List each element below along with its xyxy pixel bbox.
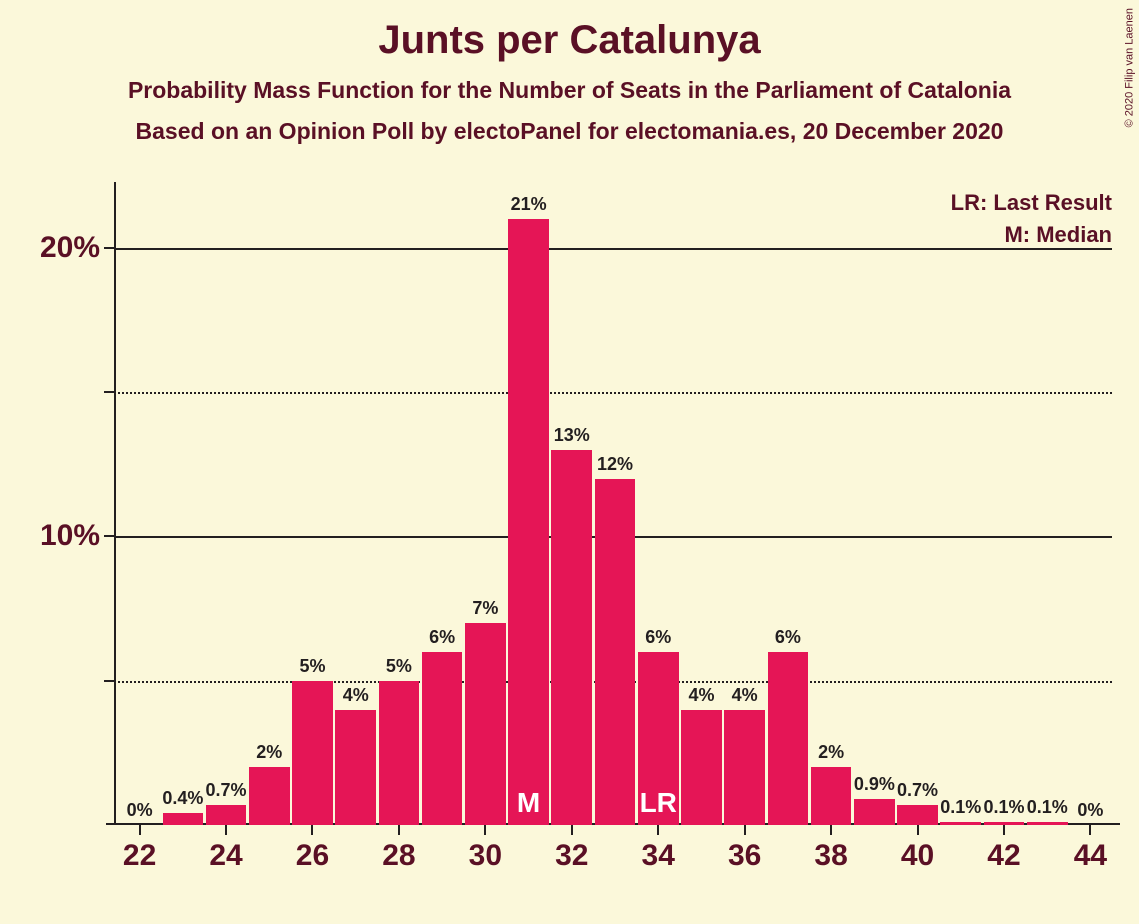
bar: 13% — [551, 450, 592, 825]
bar-value-label: 6% — [429, 627, 455, 652]
x-tick-mark — [830, 825, 832, 835]
y-axis-label: 20% — [40, 231, 114, 265]
bar-value-label: 6% — [775, 627, 801, 652]
bar-slot: 0.7%40 — [896, 190, 939, 825]
bar: 2% — [811, 767, 852, 825]
bar-slot: 0.7%24 — [204, 190, 247, 825]
bar: 4% — [724, 710, 765, 825]
y-tick-mark — [104, 391, 114, 393]
bar: 6% — [422, 652, 463, 825]
bar: 2% — [249, 767, 290, 825]
bar-value-label: 4% — [343, 685, 369, 710]
bar-slot: 4% — [334, 190, 377, 825]
bar-value-label: 0.4% — [162, 788, 203, 813]
bar-value-label: 12% — [597, 454, 633, 479]
bar: 0.7% — [897, 805, 938, 825]
bar-value-label: 0% — [1077, 800, 1103, 825]
bar-slot: 0.9% — [853, 190, 896, 825]
bar: 0.1% — [1027, 822, 1068, 825]
bar-slot: 4% — [680, 190, 723, 825]
x-tick-mark — [1003, 825, 1005, 835]
bar-slot: 0%22 — [118, 190, 161, 825]
bar-slot: 0.1% — [1026, 190, 1069, 825]
bar: 4% — [681, 710, 722, 825]
bar: 4% — [335, 710, 376, 825]
chart-plot-area: LR: Last Result M: Median 20%10%0%220.4%… — [114, 190, 1112, 825]
x-tick-mark — [1089, 825, 1091, 835]
bar: 0.7% — [206, 805, 247, 825]
bar-value-label: 13% — [554, 425, 590, 450]
bar-value-label: 21% — [511, 194, 547, 219]
bar-slot: 13%32 — [550, 190, 593, 825]
bar-value-label: 6% — [645, 627, 671, 652]
bar-value-label: 5% — [386, 656, 412, 681]
bar-value-label: 0.1% — [940, 797, 981, 822]
bar-value-label: 4% — [688, 685, 714, 710]
bar-value-label: 5% — [299, 656, 325, 681]
bar: 12% — [595, 479, 636, 825]
bar-slot: 0.1%42 — [982, 190, 1025, 825]
bar: 6%LR — [638, 652, 679, 825]
x-tick-mark — [571, 825, 573, 835]
x-tick-mark — [744, 825, 746, 835]
bar-value-label: 0.7% — [206, 780, 247, 805]
bar: 0.4% — [163, 813, 204, 825]
bar-value-label: 0.7% — [897, 780, 938, 805]
bar: 5% — [379, 681, 420, 825]
bar-slot: 5%26 — [291, 190, 334, 825]
bar-value-label: 0.1% — [983, 797, 1024, 822]
copyright-text: © 2020 Filip van Laenen — [1123, 8, 1135, 127]
x-tick-mark — [484, 825, 486, 835]
bar-slot: 2% — [248, 190, 291, 825]
bar-value-label: 7% — [472, 598, 498, 623]
bar: 5% — [292, 681, 333, 825]
x-tick-mark — [657, 825, 659, 835]
y-axis-line — [114, 182, 116, 825]
x-tick-mark — [917, 825, 919, 835]
bar: 0.9% — [854, 799, 895, 825]
bar-slot: 0%44 — [1069, 190, 1112, 825]
bar-value-label: 0% — [127, 800, 153, 825]
bar-slot: 0.4% — [161, 190, 204, 825]
bar: 7% — [465, 623, 506, 825]
bar-slot: 5%28 — [377, 190, 420, 825]
chart-subtitle-2: Based on an Opinion Poll by electoPanel … — [0, 104, 1139, 145]
bar-slot: 7%30 — [464, 190, 507, 825]
bar-slot: 2%38 — [810, 190, 853, 825]
bar-slot: 6%LR34 — [637, 190, 680, 825]
bar-value-label: 2% — [256, 742, 282, 767]
bar-value-label: 2% — [818, 742, 844, 767]
bars-container: 0%220.4%0.7%242%5%264%5%286%7%3021%M13%3… — [118, 190, 1112, 825]
chart-title: Junts per Catalunya — [0, 0, 1139, 63]
bar-annotation: M — [517, 787, 540, 819]
bar-slot: 6% — [421, 190, 464, 825]
bar-value-label: 4% — [732, 685, 758, 710]
bar-annotation: LR — [640, 787, 677, 819]
bar-slot: 12% — [593, 190, 636, 825]
x-tick-mark — [139, 825, 141, 835]
chart-subtitle-1: Probability Mass Function for the Number… — [0, 63, 1139, 104]
chart-plot: 20%10%0%220.4%0.7%242%5%264%5%286%7%3021… — [114, 190, 1112, 825]
bar-value-label: 0.1% — [1027, 797, 1068, 822]
bar: 0.1% — [940, 822, 981, 825]
bar-slot: 6% — [766, 190, 809, 825]
bar-value-label: 0.9% — [854, 774, 895, 799]
bar: 21%M — [508, 219, 549, 825]
y-axis-label: 10% — [40, 519, 114, 553]
bar-slot: 0.1% — [939, 190, 982, 825]
x-tick-mark — [311, 825, 313, 835]
bar-slot: 4%36 — [723, 190, 766, 825]
y-tick-mark — [104, 680, 114, 682]
x-tick-mark — [398, 825, 400, 835]
bar-slot: 21% M — [507, 190, 550, 825]
x-tick-mark — [225, 825, 227, 835]
bar: 6% — [768, 652, 809, 825]
